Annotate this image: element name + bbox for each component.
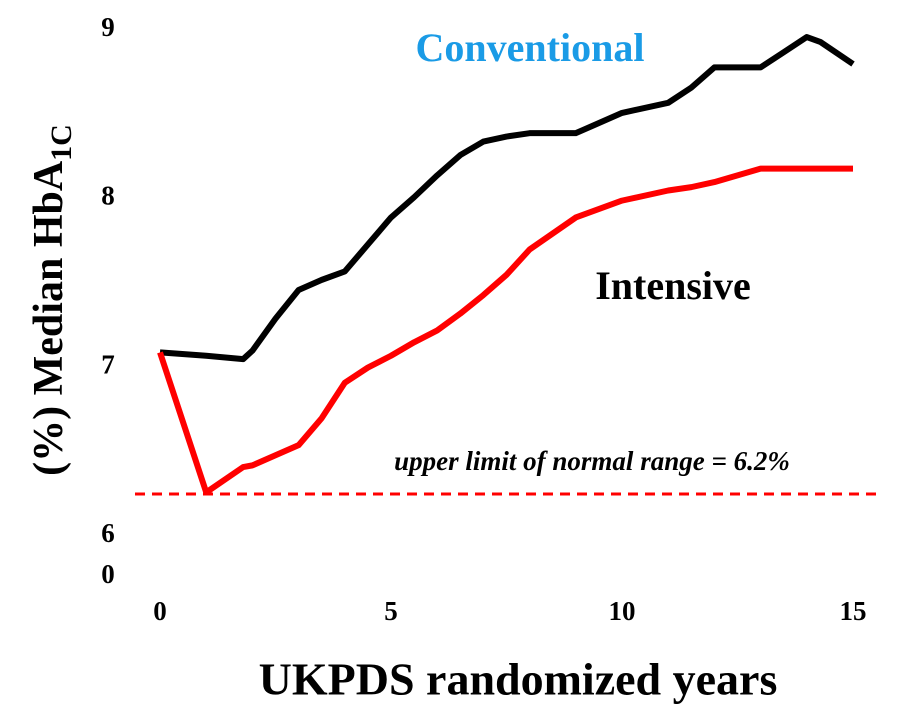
y-axis-label-main: (%) Median HbA [26,160,72,476]
axis-break-label: 0 [101,559,115,589]
series-line [157,165,853,496]
series-line [159,34,855,363]
series-label: Intensive [595,263,751,308]
series-label: Conventional [416,25,645,70]
x-axis-label: UKPDS randomized years [259,654,778,705]
y-tick-label: 9 [101,12,115,42]
x-tick-label: 5 [384,596,398,626]
reference-label: upper limit of normal range = 6.2% [394,446,790,476]
y-axis-label-subscript: 1C [45,124,78,161]
y-axis-label: (%) Median HbA1C [26,124,78,476]
x-tick-label: 10 [609,596,636,626]
y-tick-label: 8 [101,181,115,211]
x-tick-label: 0 [153,596,167,626]
y-tick-label: 6 [101,518,115,548]
x-tick-label: 15 [840,596,867,626]
y-tick-label: 7 [101,349,115,379]
